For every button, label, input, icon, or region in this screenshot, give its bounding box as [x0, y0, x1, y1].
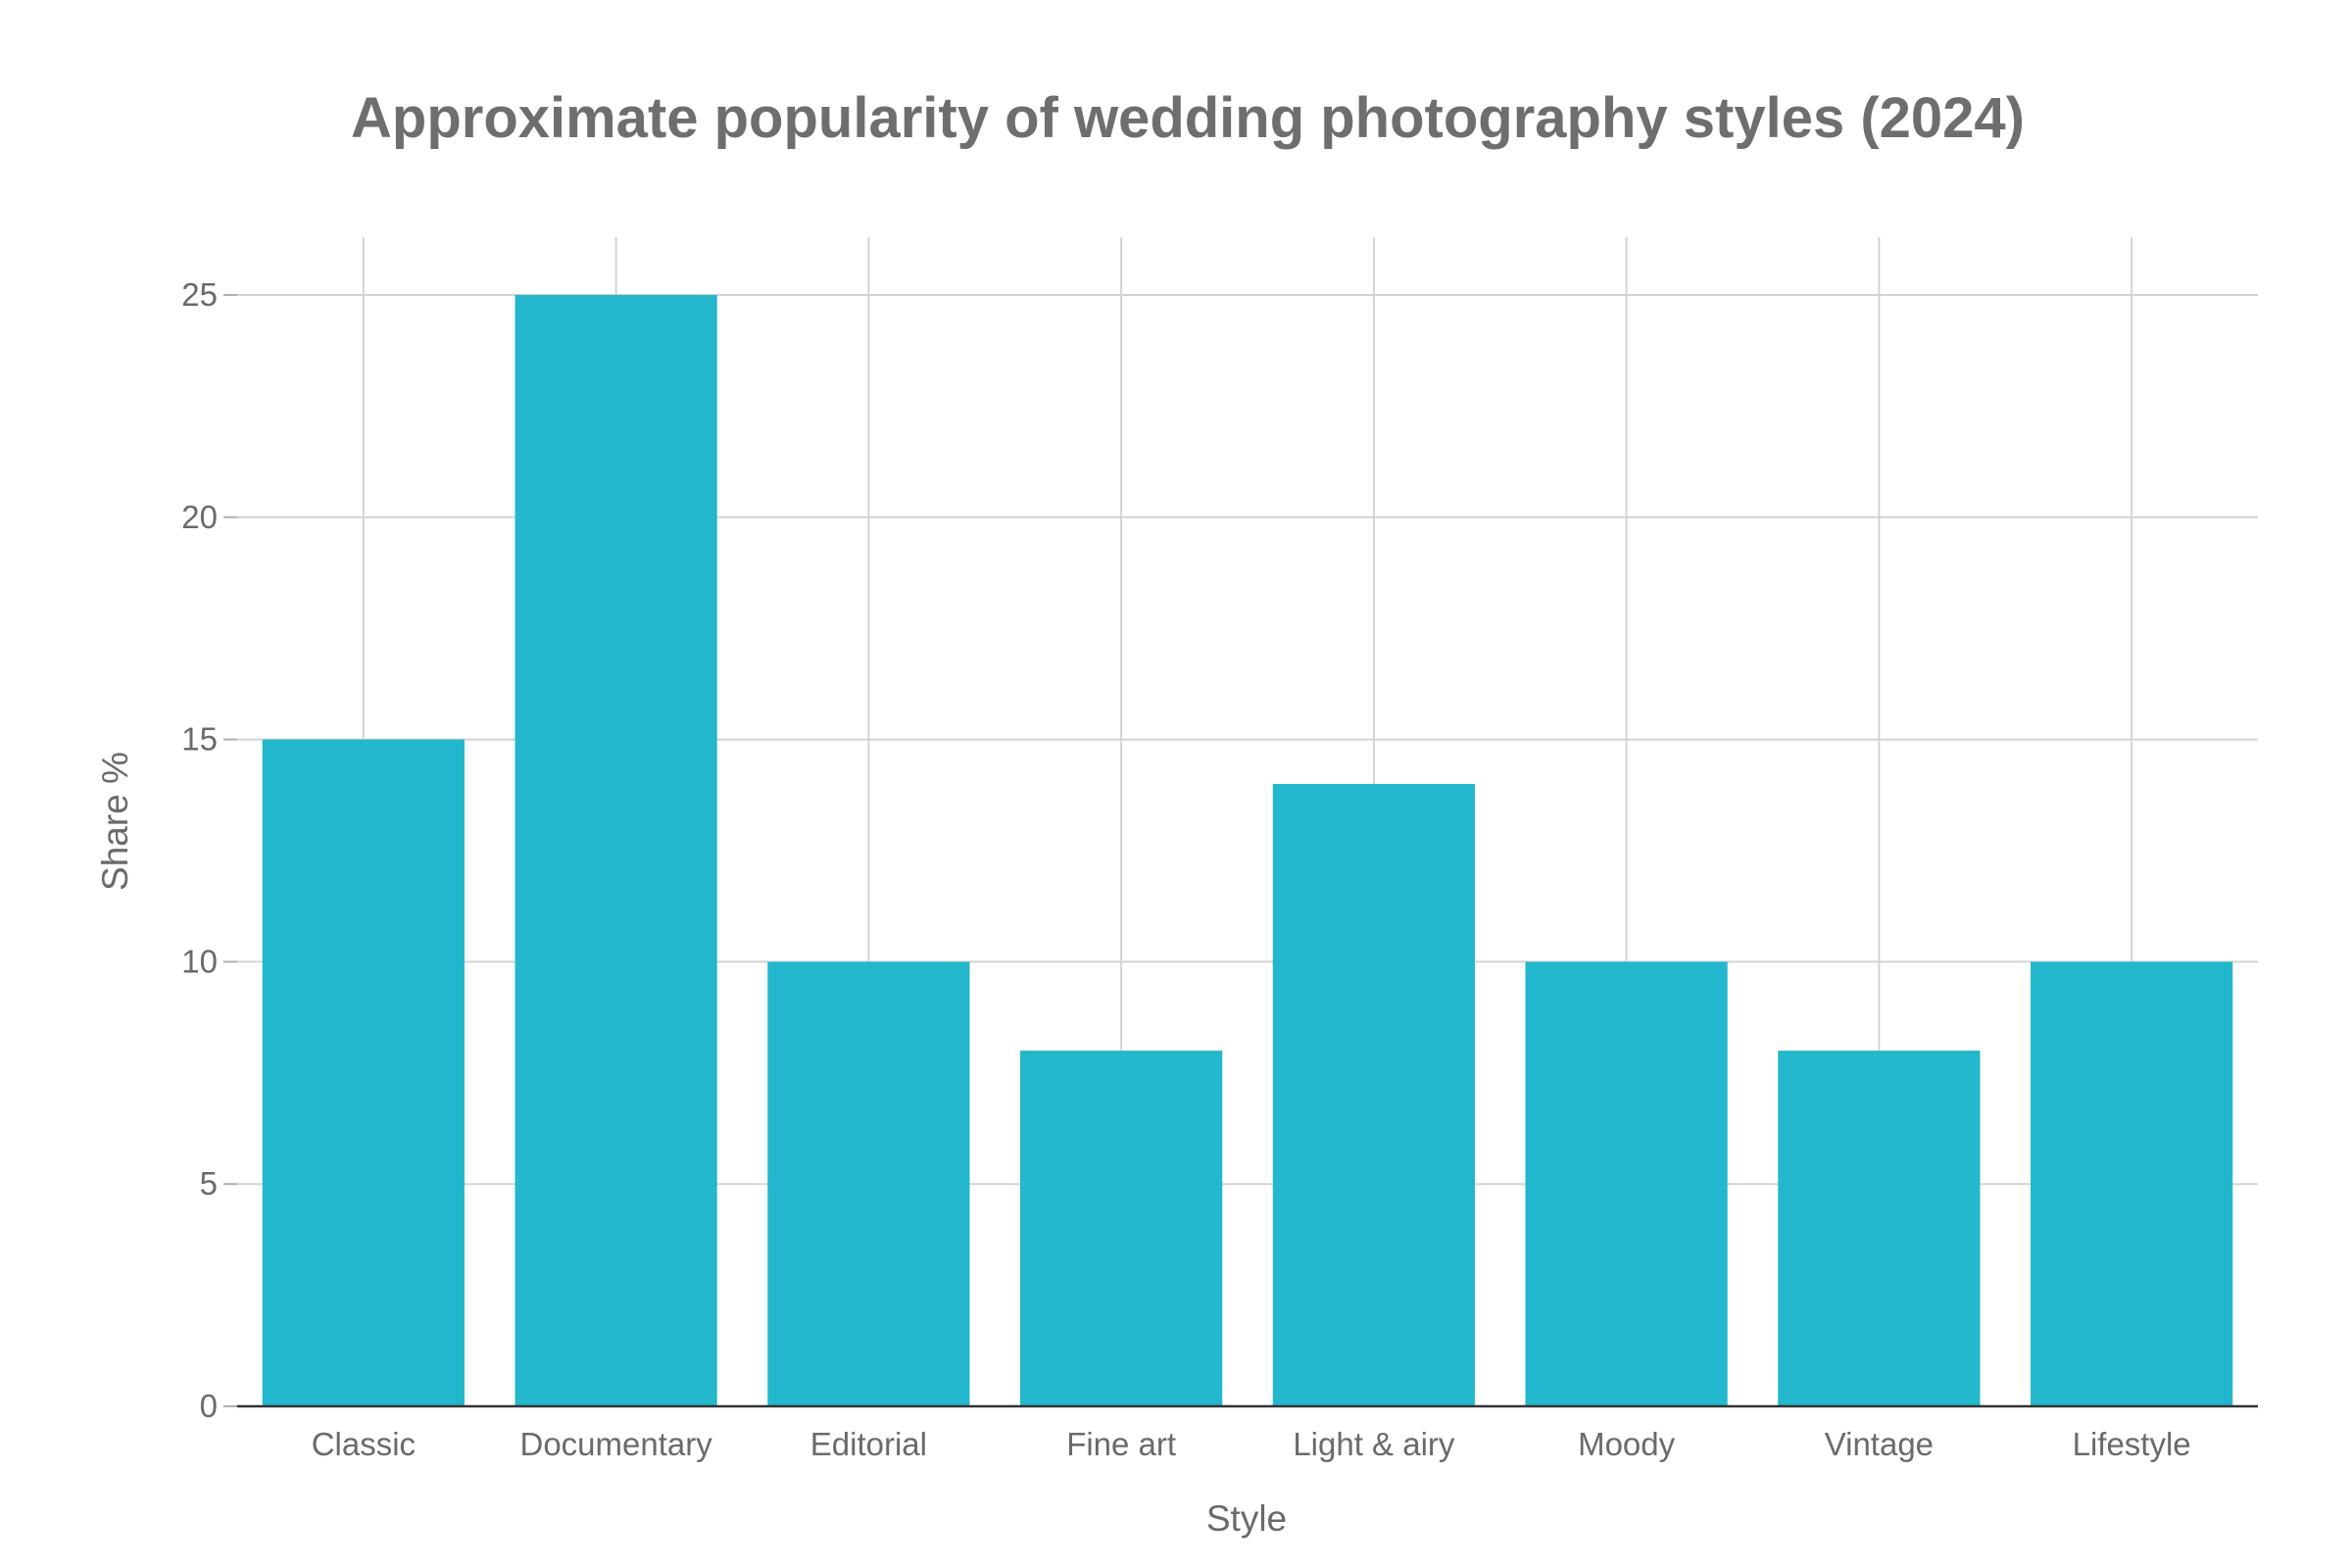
bar-lifestyle	[2031, 961, 2233, 1406]
x-tick-label: Light & airy	[1293, 1426, 1455, 1462]
x-tick-label: Classic	[312, 1426, 416, 1462]
x-tick-label: Documentary	[520, 1426, 713, 1462]
bar-moody	[1525, 961, 1728, 1406]
chart-title: Approximate popularity of wedding photog…	[351, 86, 2025, 150]
y-tick-label: 10	[181, 943, 218, 979]
y-axis-title: Share %	[95, 752, 135, 891]
bar-classic	[262, 739, 465, 1406]
y-tick-label: 0	[200, 1388, 218, 1424]
y-tick-label: 15	[181, 721, 218, 758]
y-tick-label: 5	[200, 1165, 218, 1201]
bar-vintage	[1778, 1051, 1981, 1406]
axes: 0 5 10 15 20 25 Classic Documentary Editorial Fin…	[181, 276, 2258, 1462]
y-tick-label: 25	[181, 276, 218, 313]
y-tick-label: 20	[181, 499, 218, 535]
x-tick-label: Fine art	[1066, 1426, 1176, 1462]
x-tick-label: Vintage	[1825, 1426, 1934, 1462]
x-tick-label: Lifestyle	[2073, 1426, 2191, 1462]
x-tick-label: Moody	[1578, 1426, 1676, 1462]
x-axis-title: Style	[1206, 1498, 1287, 1539]
bars	[262, 294, 2233, 1406]
bar-documentary	[514, 294, 717, 1406]
x-tick-label: Editorial	[810, 1426, 927, 1462]
bar-editorial	[767, 961, 970, 1406]
bar-light-airy	[1272, 783, 1475, 1406]
bar-fine-art	[1020, 1051, 1223, 1406]
